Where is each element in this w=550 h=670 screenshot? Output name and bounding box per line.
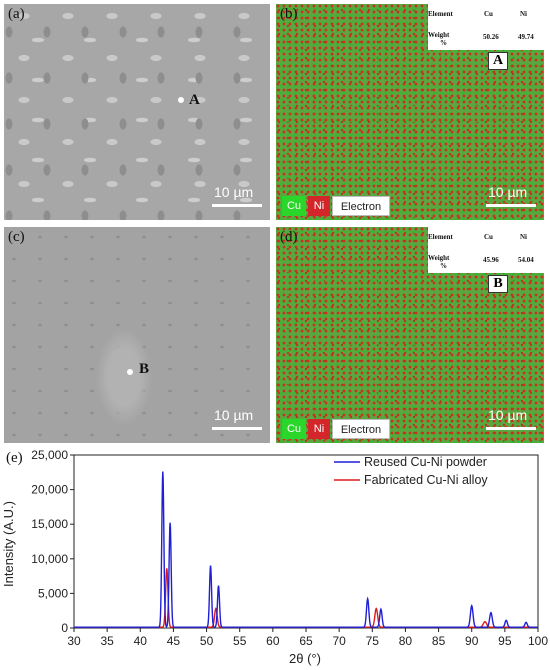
y-tick-label: 15,000 xyxy=(31,517,68,531)
panel-label-d: (d) xyxy=(280,229,298,245)
eds-ni-value-b: 49.74 xyxy=(518,33,534,41)
xrd-chart: Intensity (A.U.) 2θ (°) 30 35 40 45 50 55 60 65… xyxy=(1,450,548,666)
series-line-fabricated xyxy=(74,568,538,628)
scale-bar-d xyxy=(486,427,536,430)
eds-ni-value-d: 54.04 xyxy=(518,256,534,264)
x-axis-label: 2θ (°) xyxy=(289,651,321,666)
eds-table-b: Element Cu Ni Weight % 50.26 49.74 xyxy=(428,4,544,50)
eds-weight-unit-d: % xyxy=(440,262,447,270)
panel-label-a: (a) xyxy=(8,6,25,22)
x-tick-label: 45 xyxy=(167,634,181,648)
x-tick-label: 70 xyxy=(332,634,346,648)
eds-table-d: Element Cu Ni Weight % 45.96 54.04 xyxy=(428,227,544,273)
scale-label-c: 10 µm xyxy=(214,407,254,423)
eds-element-header-b: Element xyxy=(428,10,453,18)
x-tick-label: 95 xyxy=(498,634,512,648)
scale-bar-b xyxy=(486,204,536,207)
eds-map-b: (b) Element Cu Ni Weight % 50.26 49.74 A… xyxy=(276,4,544,220)
x-tick-label: 65 xyxy=(299,634,313,648)
eds-weight-label-d: Weight xyxy=(428,254,450,262)
x-tick-label: 90 xyxy=(465,634,479,648)
x-tick-label: 100 xyxy=(528,634,548,648)
point-a-marker xyxy=(178,97,184,103)
point-b-marker xyxy=(127,369,133,375)
y-tick-label: 25,000 xyxy=(31,450,68,462)
eds-cu-header-d: Cu xyxy=(484,233,493,241)
sem-image-a: (a) A 10 µm xyxy=(4,4,270,220)
x-tick-label: 75 xyxy=(366,634,380,648)
scale-label-b: 10 µm xyxy=(488,184,528,200)
scale-bar-c xyxy=(212,427,262,430)
eds-weight-unit-b: % xyxy=(440,39,447,47)
legend-ni-chip: Ni xyxy=(308,419,330,439)
scale-bar-a xyxy=(212,204,262,207)
x-tick-label: 50 xyxy=(200,634,214,648)
eds-ni-header-b: Ni xyxy=(520,10,527,18)
point-a-label: A xyxy=(189,92,200,108)
scale-label-a: 10 µm xyxy=(214,184,254,200)
y-tick-label: 10,000 xyxy=(31,552,68,566)
eds-map-d: (d) Element Cu Ni Weight % 45.96 54.04 B… xyxy=(276,227,544,443)
eds-cu-value-d: 45.96 xyxy=(483,256,499,264)
point-b-box: B xyxy=(488,275,508,293)
x-tick-label: 85 xyxy=(432,634,446,648)
legend-cu-chip: Cu xyxy=(282,196,306,216)
panel-label-c: (c) xyxy=(8,229,25,245)
y-tick-label: 20,000 xyxy=(31,483,68,497)
x-tick-label: 80 xyxy=(399,634,413,648)
legend-entry: Reused Cu-Ni powder xyxy=(364,455,487,469)
x-tick-label: 55 xyxy=(233,634,247,648)
x-tick-label: 30 xyxy=(67,634,81,648)
eds-cu-header-b: Cu xyxy=(484,10,493,18)
y-tick-label: 5,000 xyxy=(38,586,68,600)
eds-cu-value-b: 50.26 xyxy=(483,33,499,41)
legend-electron-chip: Electron xyxy=(332,196,390,216)
y-tick-label: 0 xyxy=(61,621,68,635)
series-line-reused xyxy=(74,471,538,628)
scale-label-d: 10 µm xyxy=(488,407,528,423)
point-b-label: B xyxy=(139,361,150,377)
panel-label-b: (b) xyxy=(280,6,298,22)
eds-weight-label-b: Weight xyxy=(428,31,450,39)
sem-image-c: (c) B 10 µm xyxy=(4,227,270,443)
y-axis-label: Intensity (A.U.) xyxy=(1,501,16,587)
x-tick-label: 40 xyxy=(134,634,148,648)
x-tick-label: 60 xyxy=(266,634,280,648)
legend-entry: Fabricated Cu-Ni alloy xyxy=(364,473,488,487)
legend-electron-chip: Electron xyxy=(332,419,390,439)
eds-element-header-d: Element xyxy=(428,233,453,241)
eds-ni-header-d: Ni xyxy=(520,233,527,241)
panel-label-e: (e) xyxy=(6,450,23,466)
legend-ni-chip: Ni xyxy=(308,196,330,216)
x-tick-label: 35 xyxy=(100,634,114,648)
legend-cu-chip: Cu xyxy=(282,419,306,439)
point-a-box: A xyxy=(488,52,508,70)
